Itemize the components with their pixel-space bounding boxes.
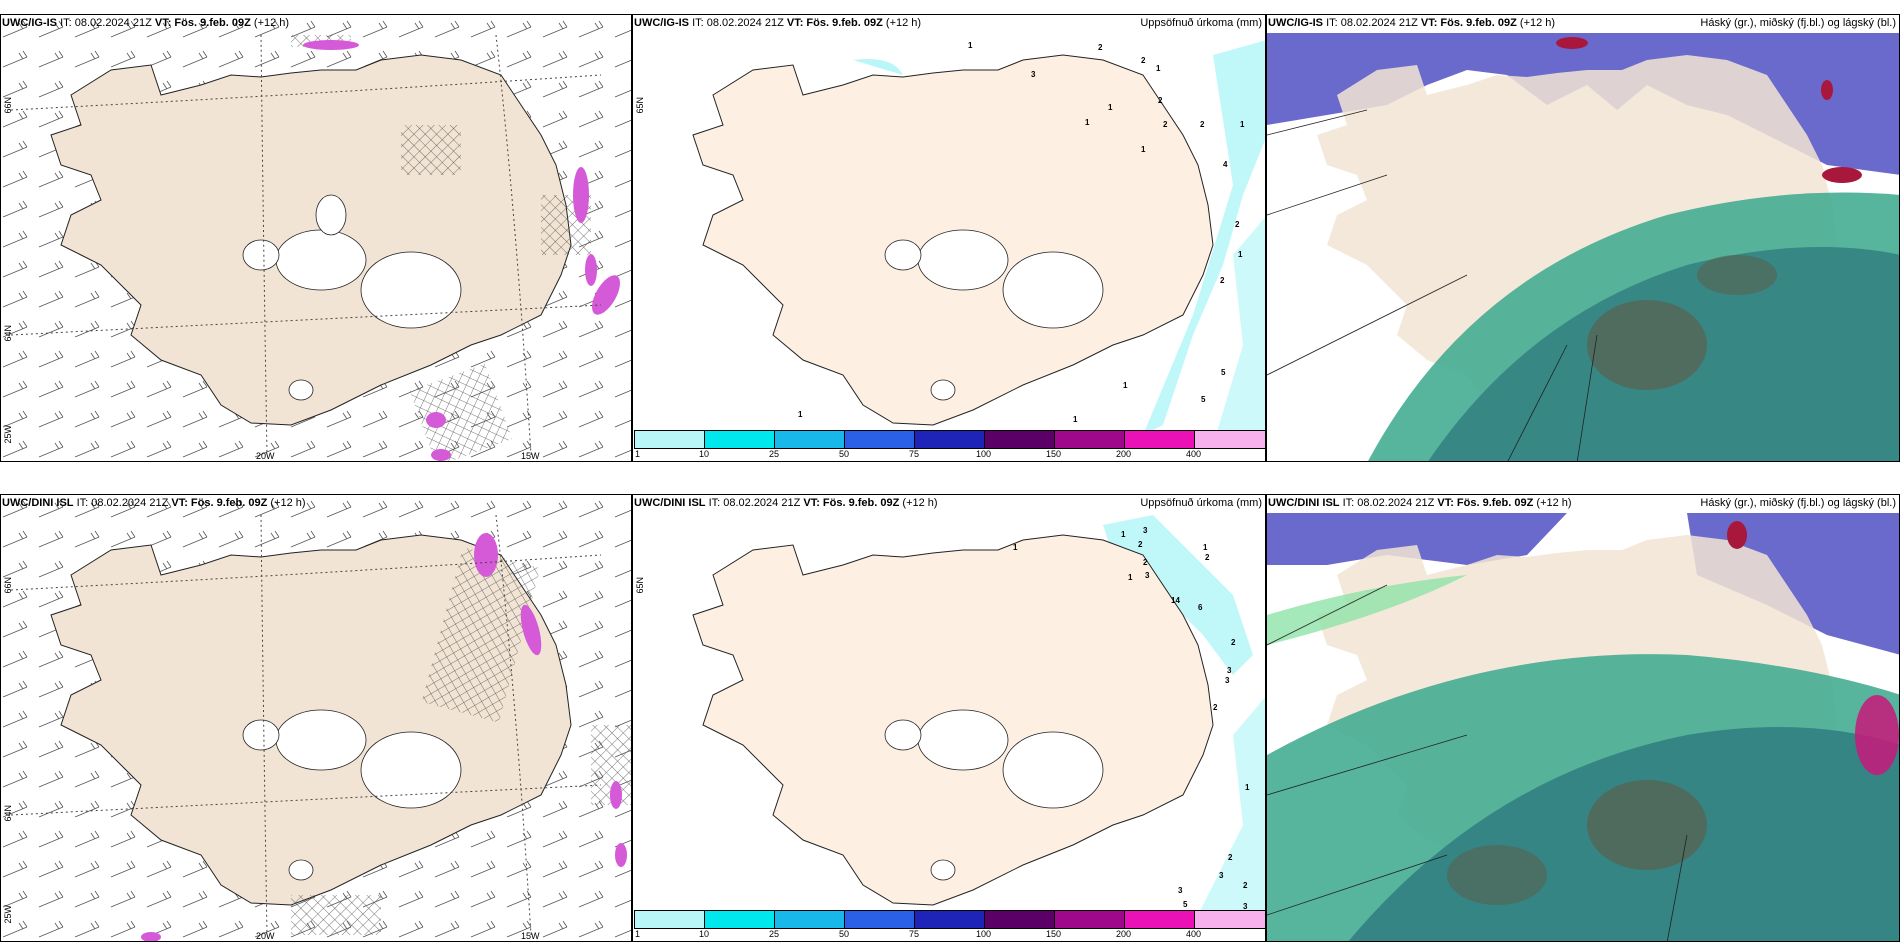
- precip-value: 2: [1213, 703, 1218, 712]
- precip-value: 2: [1231, 638, 1236, 647]
- wind-map: [1, 495, 631, 941]
- panel-subtitle: Uppsöfnuð úrkoma (mm): [1140, 17, 1262, 29]
- precip-value: 1: [1240, 120, 1245, 129]
- precip-value: 1: [1203, 543, 1208, 552]
- precip-value: 2: [1143, 558, 1148, 567]
- precip-value: 1: [1245, 783, 1250, 792]
- panel-header: UWC/DINI ISL IT: 08.02.2024 21Z VT: Fös.…: [634, 497, 938, 509]
- precip-value: 3: [1225, 676, 1230, 685]
- cloud-map: [1267, 513, 1899, 941]
- precip-value: 1: [1128, 573, 1133, 582]
- precip-colorbar: [634, 430, 1265, 449]
- panel-subtitle: Háský (gr.), miðský (fj.bl.) og lágský (…: [1700, 497, 1896, 509]
- precip-value: 3: [1145, 571, 1150, 580]
- precip-value: 1: [1073, 415, 1078, 424]
- lat-label: 65N: [635, 577, 645, 594]
- panel-cloud-top: UWC/IG-IS IT: 08.02.2024 21Z VT: Fös. 9.…: [1266, 14, 1900, 462]
- precip-value: 1: [1156, 64, 1161, 73]
- precip-value: 3: [1031, 70, 1036, 79]
- precip-value: 3: [1219, 871, 1224, 880]
- precip-value: 1: [1238, 250, 1243, 259]
- panel-wind-top: UWC/IG-IS IT: 08.02.2024 21Z VT: Fös. 9.…: [0, 14, 632, 462]
- precip-value: 3: [1178, 886, 1183, 895]
- precip-value: 1: [1141, 145, 1146, 154]
- panel-wind-bottom: UWC/DINI ISL IT: 08.02.2024 21Z VT: Fös.…: [0, 494, 632, 942]
- precip-value: 6: [1198, 603, 1203, 612]
- precip-value: 1: [968, 41, 973, 50]
- precip-value: 1: [798, 410, 803, 419]
- lat-label: 64N: [3, 805, 13, 822]
- precip-value: 1: [1121, 530, 1126, 539]
- precip-value: 1: [1085, 118, 1090, 127]
- precip-value: 1: [1123, 381, 1128, 390]
- precip-map: 1 1 3 2 2 3 1 1 2 14 6 2 3 3 2 1 2 3 2 3…: [692, 515, 1265, 925]
- panel-header: UWC/DINI ISL IT: 08.02.2024 21Z VT: Fös.…: [2, 497, 306, 509]
- panel-header: UWC/IG-IS IT: 08.02.2024 21Z VT: Fös. 9.…: [634, 17, 922, 29]
- colorbar-labels: 1 10 25 50 75 100 150 200 400: [635, 929, 1202, 939]
- panel-subtitle: Háský (gr.), miðský (fj.bl.) og lágský (…: [1700, 17, 1896, 29]
- cloud-map: [1267, 33, 1899, 461]
- panel-header: UWC/DINI ISL IT: 08.02.2024 21Z VT: Fös.…: [1268, 497, 1572, 509]
- precip-value: 14: [1171, 596, 1180, 605]
- lat-label: 25W: [3, 425, 13, 444]
- precip-value: 2: [1228, 853, 1233, 862]
- precip-colorbar: [634, 910, 1265, 929]
- lat-label: 25W: [3, 905, 13, 924]
- precip-value: 3: [1243, 902, 1248, 911]
- precip-value: 3: [1143, 526, 1148, 535]
- panel-precip-top: UWC/IG-IS IT: 08.02.2024 21Z VT: Fös. 9.…: [632, 14, 1266, 462]
- wind-map: [1, 15, 631, 461]
- precip-value: 2: [1205, 553, 1210, 562]
- lon-label: 15W: [521, 451, 540, 461]
- lon-label: 20W: [256, 451, 275, 461]
- precip-value: 4: [1223, 160, 1228, 169]
- panel-precip-bottom: UWC/DINI ISL IT: 08.02.2024 21Z VT: Fös.…: [632, 494, 1266, 942]
- precip-value: 2: [1158, 96, 1163, 105]
- lat-label: 66N: [3, 97, 13, 114]
- precip-value: 5: [1183, 900, 1188, 909]
- colorbar-labels: 1 10 25 50 75 100 150 200 400: [635, 449, 1202, 459]
- precip-value: 5: [1201, 395, 1206, 404]
- precip-value: 2: [1163, 120, 1168, 129]
- panel-header: UWC/IG-IS IT: 08.02.2024 21Z VT: Fös. 9.…: [2, 17, 290, 29]
- precip-value: 2: [1235, 220, 1240, 229]
- precip-value: 2: [1220, 276, 1225, 285]
- precip-value: 2: [1141, 56, 1146, 65]
- panel-header: UWC/IG-IS IT: 08.02.2024 21Z VT: Fös. 9.…: [1268, 17, 1556, 29]
- precip-value: 1: [1108, 103, 1113, 112]
- precip-value: 1: [1013, 543, 1018, 552]
- precip-value: 5: [1221, 368, 1226, 377]
- lon-label: 15W: [521, 931, 540, 941]
- lat-label: 66N: [3, 577, 13, 594]
- precip-value: 2: [1243, 881, 1248, 890]
- panel-cloud-bottom: UWC/DINI ISL IT: 08.02.2024 21Z VT: Fös.…: [1266, 494, 1900, 942]
- panel-subtitle: Uppsöfnuð úrkoma (mm): [1140, 497, 1262, 509]
- lat-label: 64N: [3, 325, 13, 342]
- precip-value: 2: [1098, 43, 1103, 52]
- lon-label: 20W: [256, 931, 275, 941]
- precip-map: 1 2 3 2 1 1 1 2 2 2 1 4 1 2 1 2 5 1 5 1 …: [692, 40, 1265, 445]
- precip-value: 3: [1227, 666, 1232, 675]
- lat-label: 65N: [635, 97, 645, 114]
- precip-value: 2: [1200, 120, 1205, 129]
- precip-value: 2: [1138, 540, 1143, 549]
